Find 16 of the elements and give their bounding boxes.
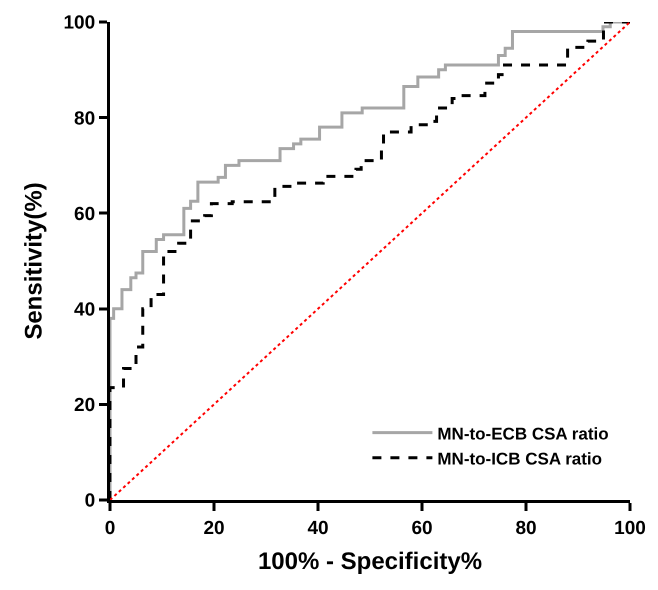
legend-label: MN-to-ECB CSA ratio: [437, 424, 609, 444]
x-tick-label: 20: [203, 518, 225, 539]
y-tick-label: 60: [74, 204, 96, 225]
x-tick-label: 80: [515, 518, 537, 539]
legend-label: MN-to-ICB CSA ratio: [437, 449, 602, 468]
x-axis-title: 100% - Specificity%: [258, 548, 482, 576]
y-tick-label: 20: [74, 395, 96, 416]
y-tick-label: 0: [84, 490, 96, 512]
x-tick-label: 0: [104, 518, 116, 539]
y-tick-label: 40: [74, 299, 96, 320]
x-tick-label: 40: [307, 518, 329, 539]
y-tick-label: 80: [74, 108, 96, 130]
x-tick-label: 100: [614, 518, 646, 539]
y-axis-title: Sensitivity(%): [20, 182, 48, 340]
y-tick-label: 100: [63, 12, 96, 34]
x-tick-label: 60: [411, 518, 433, 539]
